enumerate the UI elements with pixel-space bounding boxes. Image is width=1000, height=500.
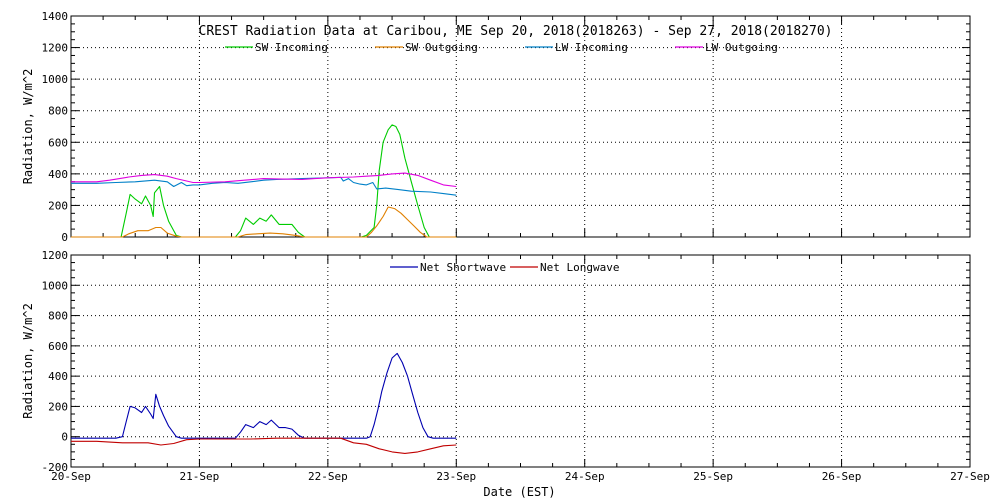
legend-label: SW Outgoing [405, 41, 478, 54]
x-tick-label: 26-Sep [822, 470, 862, 483]
series-line-sw-outgoing [71, 206, 457, 238]
x-tick-label: 21-Sep [180, 470, 220, 483]
series-line-sw-incoming [71, 124, 457, 238]
x-tick-label: 23-Sep [436, 470, 476, 483]
x-axis-label: Date (EST) [483, 485, 555, 499]
series-line-lw-incoming [71, 176, 457, 196]
x-tick-label: 25-Sep [693, 470, 733, 483]
y-tick-label: 600 [48, 136, 68, 149]
y-tick-label: 800 [48, 105, 68, 118]
y-tick-label: 1200 [42, 249, 69, 262]
y-tick-label: 600 [48, 340, 68, 353]
y-tick-label: 1400 [42, 10, 69, 23]
x-tick-label: 22-Sep [308, 470, 348, 483]
y-tick-label: 400 [48, 168, 68, 181]
series-line-net-longwave [71, 437, 457, 454]
y-axis-label: Radiation, W/m^2 [21, 69, 35, 185]
y-axis-label: Radiation, W/m^2 [21, 303, 35, 419]
y-tick-label: 200 [48, 199, 68, 212]
legend-label: LW Outgoing [705, 41, 778, 54]
y-tick-label: 1000 [42, 73, 69, 86]
y-tick-label: 0 [61, 431, 68, 444]
x-tick-label: 27-Sep [950, 470, 990, 483]
legend-label: LW Incoming [555, 41, 628, 54]
legend-label: Net Shortwave [420, 261, 506, 274]
y-tick-label: 200 [48, 400, 68, 413]
y-tick-label: -200 [42, 461, 69, 474]
x-tick-label: 20-Sep [51, 470, 91, 483]
series-line-lw-outgoing [71, 172, 457, 188]
chart-title: CREST Radiation Data at Caribou, ME Sep … [199, 24, 833, 39]
plot-frame-1 [70, 254, 971, 468]
y-tick-label: 0 [61, 231, 68, 244]
y-tick-label: 1200 [42, 42, 69, 55]
series-line-net-shortwave [71, 352, 457, 439]
legend-label: SW Incoming [255, 41, 328, 54]
legend-label: Net Longwave [540, 261, 619, 274]
y-tick-label: 800 [48, 310, 68, 323]
x-tick-label: 24-Sep [565, 470, 605, 483]
y-tick-label: 400 [48, 370, 68, 383]
plot-frame-0 [70, 15, 971, 238]
y-tick-label: 1000 [42, 279, 69, 292]
